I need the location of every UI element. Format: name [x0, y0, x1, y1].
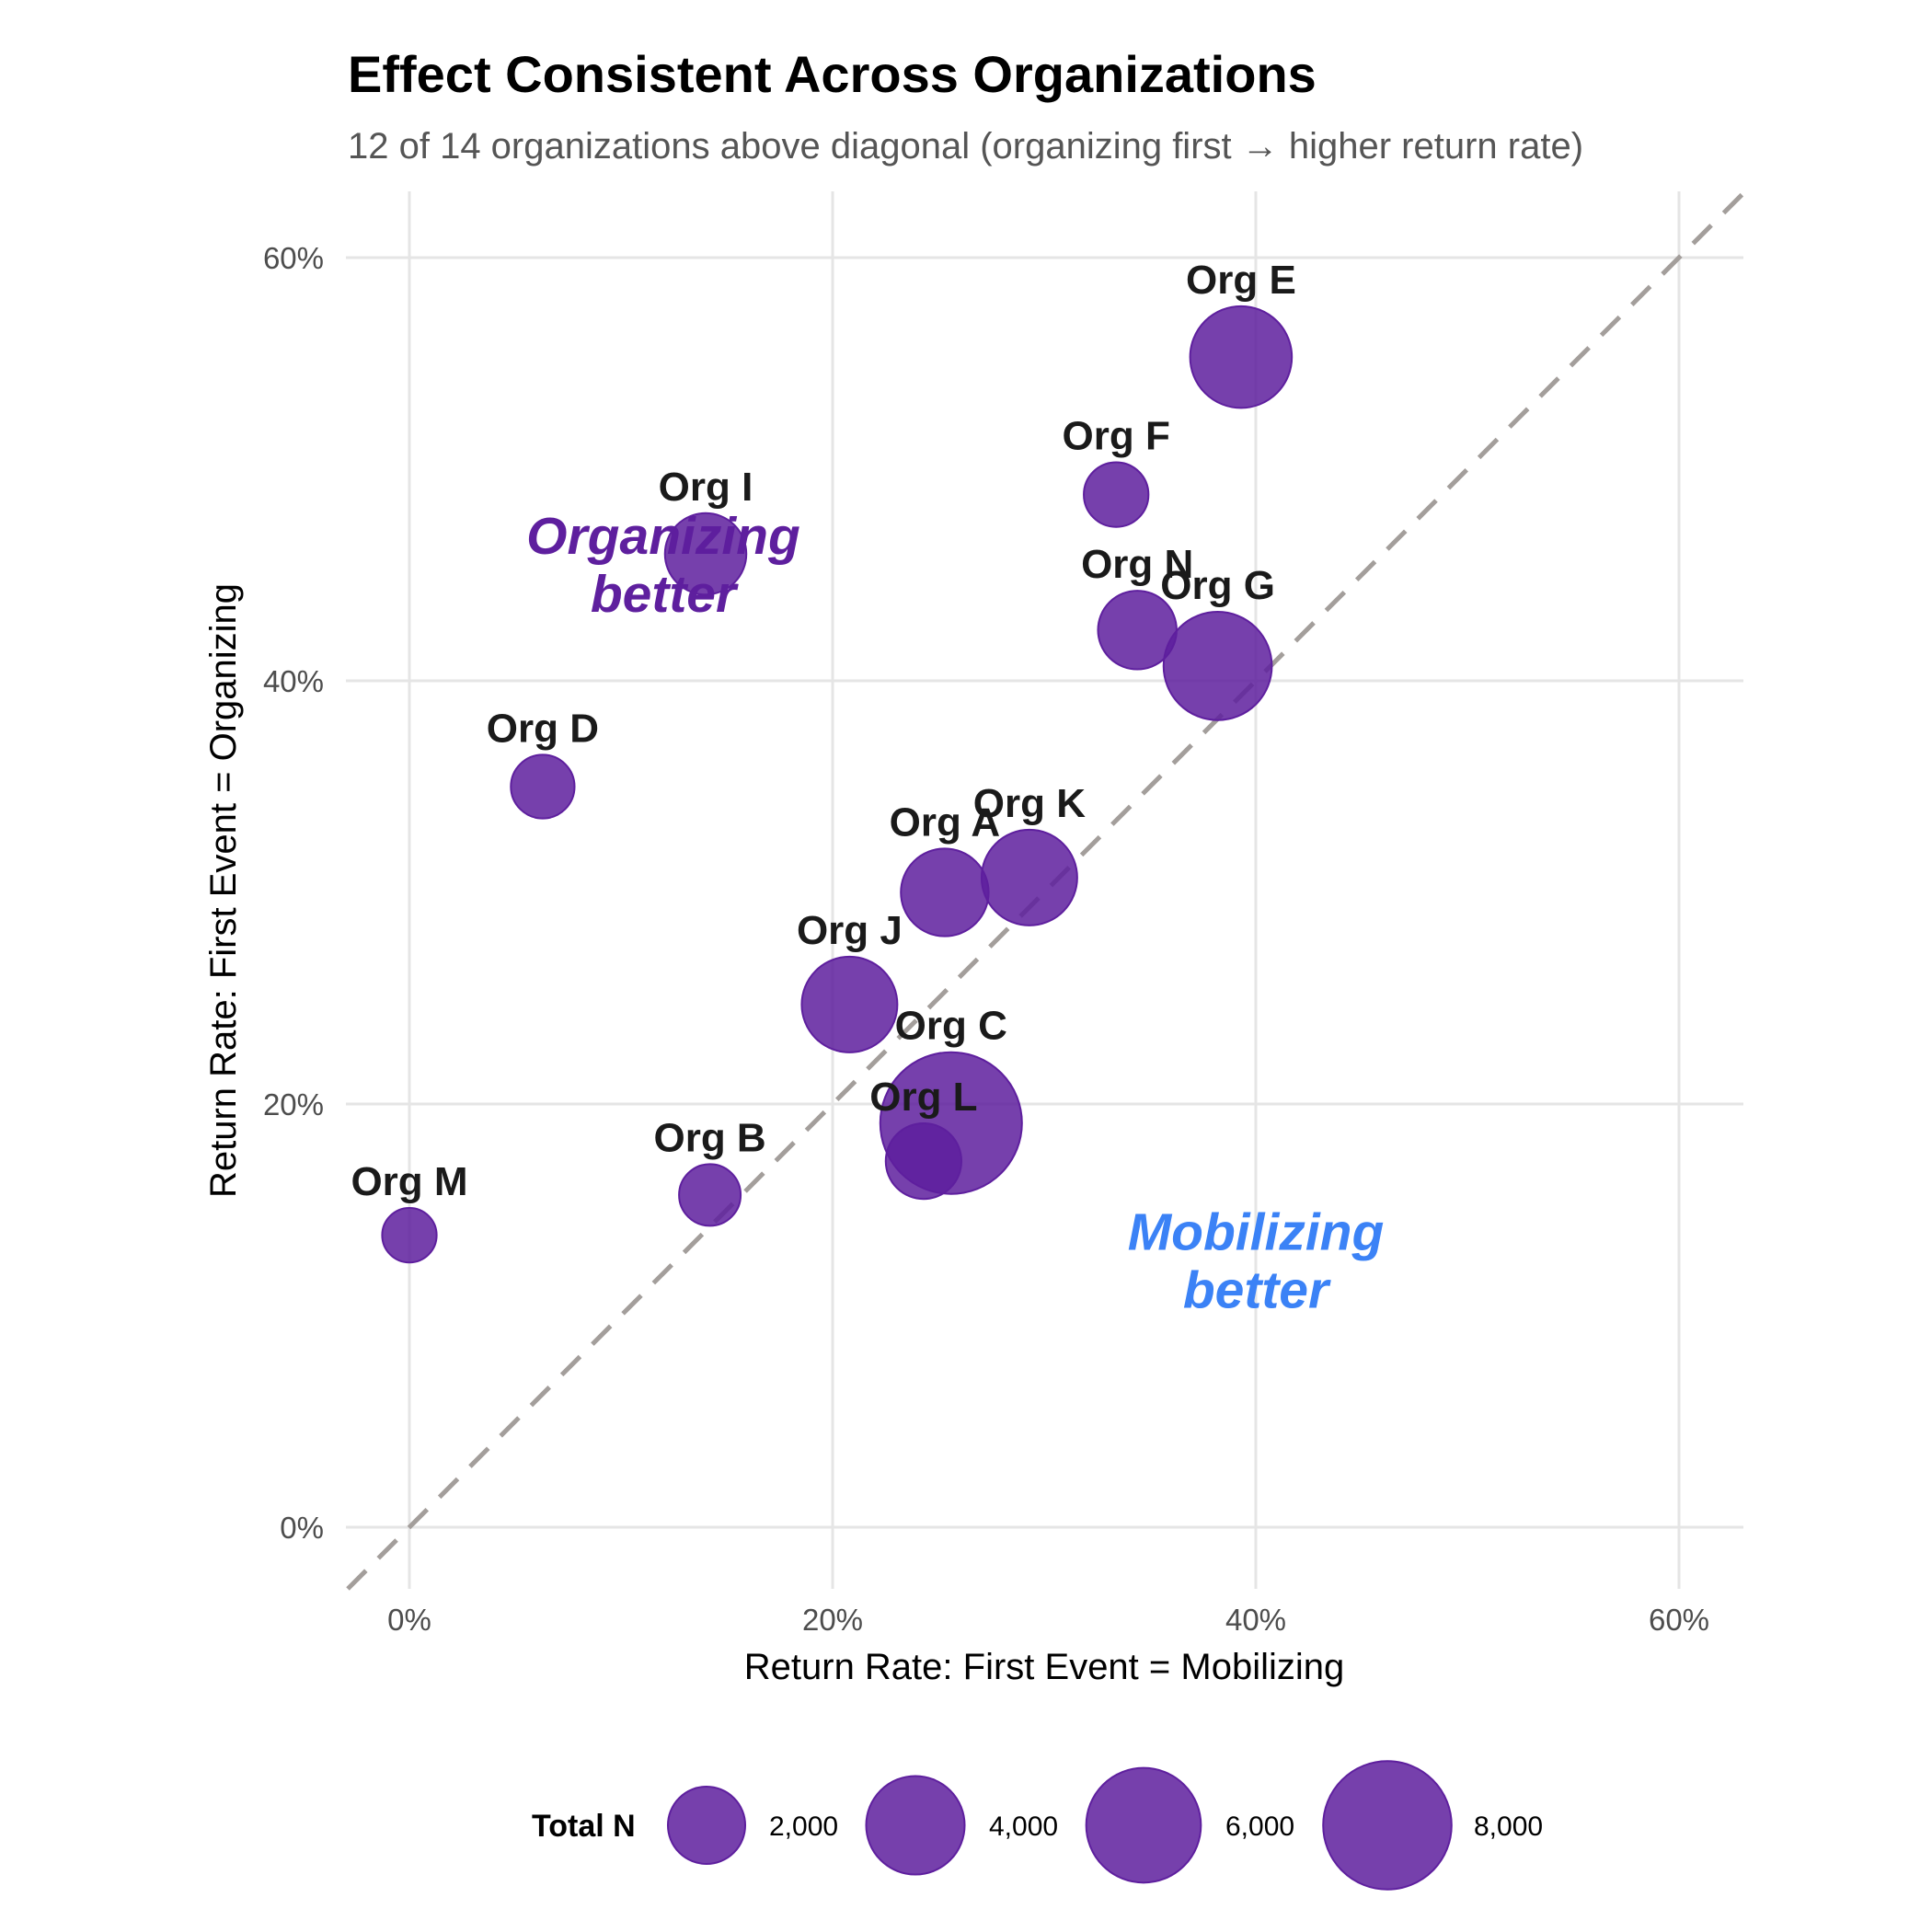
- legend-key-circle: [1322, 1760, 1453, 1891]
- point-org-f: [1083, 461, 1150, 528]
- point-label: Org E: [1186, 258, 1296, 303]
- x-tick-label: 0%: [387, 1603, 431, 1637]
- point-org-b: [678, 1163, 742, 1227]
- point-label: Org N: [1081, 542, 1193, 587]
- chart-subtitle: 12 of 14 organizations above diagonal (o…: [348, 126, 1583, 167]
- legend-key-circle: [1085, 1766, 1202, 1884]
- point-org-g: [1162, 611, 1273, 721]
- legend-key-circle: [666, 1785, 747, 1866]
- y-tick-label: 0%: [280, 1511, 324, 1545]
- point-label: Org B: [653, 1115, 765, 1160]
- y-tick-label: 40%: [263, 664, 324, 698]
- region-label-line: Organizing: [526, 507, 800, 566]
- point-org-d: [510, 753, 576, 820]
- region-label-upper: Organizing better: [526, 507, 800, 624]
- region-label-line: Mobilizing: [1128, 1203, 1385, 1262]
- region-label-line: better: [1183, 1261, 1331, 1320]
- point-label: Org I: [659, 465, 753, 510]
- diagonal-reference-line: [346, 191, 1745, 1591]
- legend-key-label: 2,000: [769, 1811, 838, 1842]
- point-label: Org F: [1063, 413, 1170, 458]
- y-tick-label: 60%: [263, 241, 324, 275]
- y-axis-ticks: 0% 20% 40% 60%: [263, 241, 324, 1545]
- point-org-n: [1097, 590, 1178, 671]
- point-label: Org D: [487, 706, 599, 751]
- x-axis-ticks: 0% 20% 40% 60%: [387, 1603, 1709, 1637]
- point-org-e: [1189, 305, 1294, 409]
- size-legend: Total N 2,000 4,000 6,000 8,000: [532, 1760, 1543, 1891]
- point-label: Org M: [351, 1159, 467, 1204]
- legend-key-circle: [865, 1775, 966, 1876]
- diagonal-line: [346, 191, 1745, 1591]
- point-labels: Org A Org B Org C Org D Org E Org F Org G Org I…: [351, 258, 1295, 1204]
- point-org-a: [900, 847, 990, 937]
- chart-title: Effect Consistent Across Organizations: [348, 45, 1317, 103]
- point-label: Org C: [895, 1004, 1007, 1049]
- point-org-i: [663, 512, 748, 596]
- y-axis-title: Return Rate: First Event = Organizing: [203, 583, 244, 1198]
- point-label: Org L: [869, 1075, 977, 1120]
- x-tick-label: 40%: [1225, 1603, 1286, 1637]
- point-org-m: [381, 1206, 438, 1264]
- y-tick-label: 20%: [263, 1087, 324, 1121]
- data-points: [381, 305, 1294, 1264]
- point-label: Org A: [890, 799, 1001, 845]
- region-label-lower: Mobilizing better: [1128, 1203, 1385, 1320]
- legend-title: Total N: [532, 1809, 636, 1844]
- point-org-j: [800, 955, 899, 1053]
- legend-key-label: 6,000: [1225, 1811, 1294, 1842]
- point-label: Org K: [973, 781, 1086, 826]
- point-org-l: [884, 1121, 963, 1201]
- x-tick-label: 60%: [1649, 1603, 1709, 1637]
- x-tick-label: 20%: [802, 1603, 863, 1637]
- point-label: Org G: [1160, 563, 1275, 608]
- point-label: Org J: [797, 908, 903, 953]
- legend-key-label: 4,000: [989, 1811, 1058, 1842]
- x-axis-title: Return Rate: First Event = Mobilizing: [744, 1647, 1344, 1687]
- legend-key-label: 8,000: [1474, 1811, 1543, 1842]
- grid: [346, 191, 1743, 1589]
